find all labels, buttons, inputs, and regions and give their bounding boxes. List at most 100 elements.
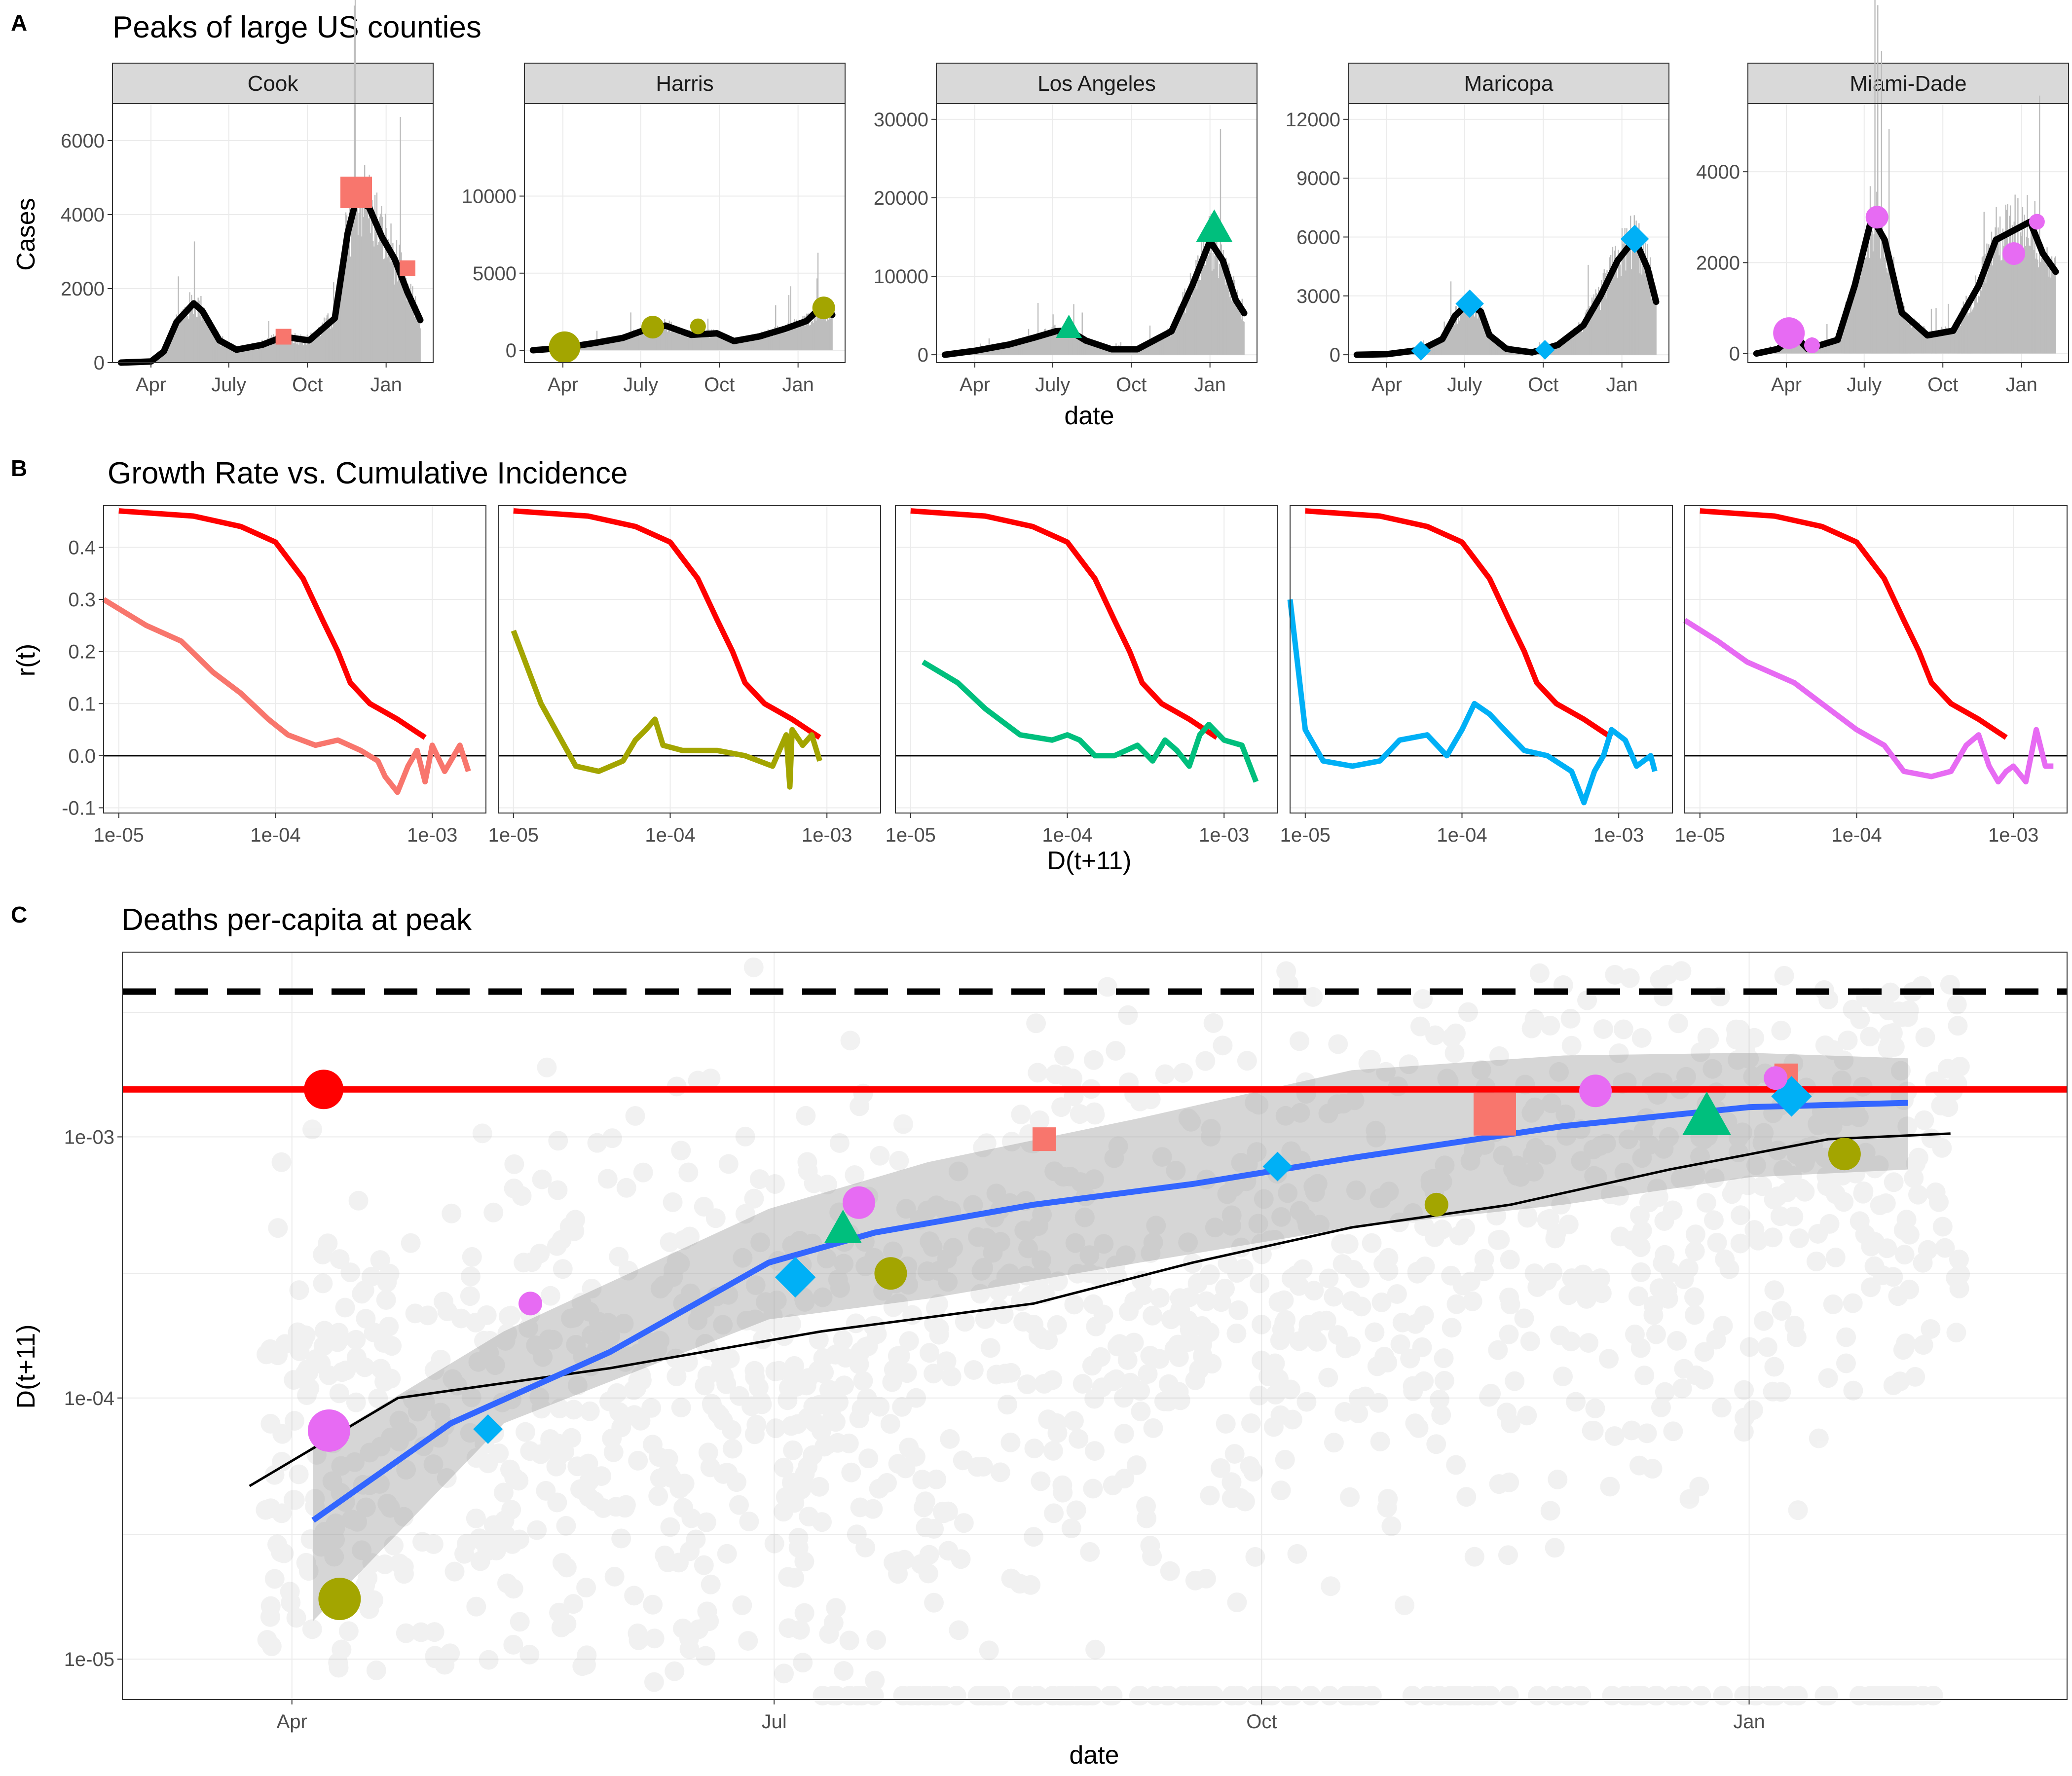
county-point: [1808, 1114, 1828, 1134]
county-point: [394, 1507, 414, 1527]
county-point: [1744, 1028, 1765, 1048]
county-point: [1140, 1535, 1160, 1555]
county-point: [1108, 1136, 1128, 1156]
county-point: [1252, 1350, 1272, 1370]
county-point: [1725, 1178, 1745, 1198]
county-point: [1392, 1312, 1412, 1332]
county-point: [451, 1308, 471, 1329]
county-point: [1425, 1025, 1445, 1045]
county-point: [1763, 1227, 1783, 1248]
county-point: [845, 1165, 865, 1185]
county-point: [598, 1313, 618, 1333]
x-tick-label: 1e-05: [1280, 824, 1331, 846]
county-point: [1696, 1192, 1716, 1213]
county-point: [1913, 1686, 1933, 1705]
county-point: [284, 1410, 304, 1431]
county-point: [1897, 1116, 1918, 1137]
county-point: [848, 1686, 868, 1705]
county-point: [1463, 1140, 1483, 1160]
county-point: [1341, 1336, 1361, 1357]
county-point: [1053, 1482, 1073, 1503]
county-point: [1226, 1323, 1247, 1343]
county-point: [1338, 1234, 1359, 1254]
y-tick-label: -0.1: [62, 797, 96, 819]
county-point: [784, 1568, 805, 1588]
county-point: [297, 1359, 318, 1379]
county-point: [834, 1375, 854, 1396]
y-tick-label: 6000: [1296, 226, 1340, 248]
county-point: [1199, 1322, 1220, 1342]
county-point: [1664, 1686, 1684, 1705]
county-point: [383, 1535, 404, 1555]
county-point: [823, 1686, 843, 1705]
county-point: [1726, 1029, 1746, 1049]
county-point: [352, 1284, 372, 1304]
county-point: [460, 1286, 480, 1306]
county-point: [824, 1686, 844, 1705]
county-point: [644, 1628, 665, 1649]
county-point: [460, 1266, 481, 1287]
county-point: [530, 1243, 550, 1263]
county-point: [1303, 987, 1323, 1007]
county-point: [720, 1348, 740, 1369]
county-point: [1808, 1223, 1828, 1244]
county-point: [1160, 1561, 1180, 1581]
county-point: [1639, 1135, 1660, 1155]
county-point: [1195, 1051, 1216, 1071]
county-point: [286, 1608, 306, 1628]
county-point: [1103, 1475, 1123, 1495]
county-point: [1014, 1221, 1035, 1241]
county-point: [1289, 1276, 1309, 1296]
county-point: [1349, 1388, 1369, 1408]
county-point: [1676, 1067, 1696, 1087]
county-point: [1474, 1249, 1494, 1269]
county-point: [1365, 1322, 1385, 1342]
county-point: [302, 1119, 323, 1140]
panel-b: 1e-05 1e-04 1e-03-0.10.00.10.20.30.41e-05 1…: [62, 505, 2068, 846]
county-point: [1405, 1413, 1425, 1434]
county-point: [887, 1552, 907, 1572]
county-point: [1106, 1255, 1126, 1275]
county-point: [288, 1322, 308, 1342]
county-point: [973, 1258, 994, 1278]
county-point: [1011, 1105, 1031, 1125]
county-point: [1241, 1413, 1261, 1434]
county-point: [750, 1232, 771, 1253]
county-point: [602, 1128, 622, 1148]
county-point: [718, 1463, 738, 1483]
county-point: [1024, 1527, 1044, 1547]
county-point: [313, 1336, 333, 1356]
county-point: [398, 1422, 418, 1442]
county-point: [1045, 1064, 1066, 1084]
county-point: [380, 1498, 400, 1518]
county-point: [977, 1228, 997, 1248]
county-point: [454, 1544, 475, 1564]
x-tick-label: Oct: [1246, 1711, 1277, 1733]
county-point: [437, 1301, 457, 1322]
county-point: [813, 1287, 833, 1307]
county-point: [1252, 1314, 1272, 1334]
county-point: [781, 1416, 801, 1436]
county-point: [296, 1385, 317, 1406]
county-point: [1853, 1181, 1874, 1201]
county-point: [1895, 1686, 1915, 1705]
county-point: [1746, 1686, 1767, 1705]
county-point: [701, 1068, 721, 1088]
county-point: [1507, 1155, 1527, 1176]
county-point: [1060, 1686, 1080, 1705]
county-point: [1044, 1503, 1064, 1523]
county-point: [551, 1617, 571, 1637]
county-point: [1341, 1291, 1362, 1311]
county-point: [1272, 1320, 1292, 1340]
county-point: [1143, 1305, 1163, 1326]
county-point: [1319, 1686, 1339, 1705]
county-point: [1865, 1158, 1885, 1179]
county-point: [650, 1331, 670, 1351]
county-point: [1181, 1686, 1201, 1705]
county-point: [1152, 1147, 1172, 1167]
county-point: [1913, 1335, 1933, 1355]
county-point: [1052, 1475, 1073, 1495]
county-point: [1560, 1008, 1581, 1029]
y-tick-label: 0.4: [68, 537, 96, 558]
county-point: [1048, 1271, 1068, 1292]
